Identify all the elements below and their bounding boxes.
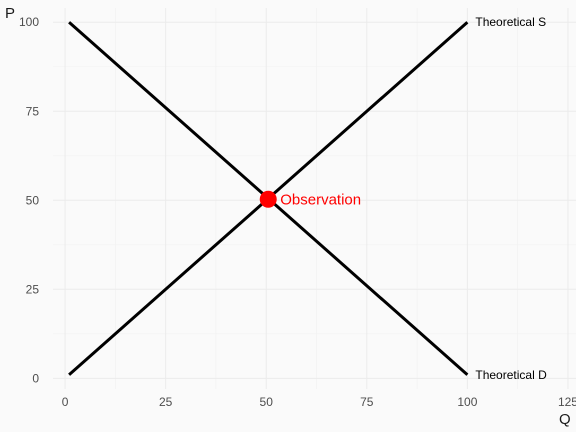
observation-point <box>259 190 277 208</box>
theoretical-s-label: Theoretical S <box>475 15 546 29</box>
y-axis-title: P <box>5 5 15 22</box>
x-tick-label: 125 <box>558 395 576 409</box>
y-tick-label: 0 <box>32 371 39 385</box>
tick-labels: 0 25 50 75 100 125 0 25 50 75 100 <box>19 15 576 409</box>
observation-label: Observation <box>280 192 361 209</box>
points: Observation <box>259 190 361 209</box>
x-tick-label: 0 <box>62 395 69 409</box>
x-tick-label: 25 <box>159 395 173 409</box>
y-tick-label: 50 <box>26 193 40 207</box>
x-tick-label: 100 <box>457 395 477 409</box>
theoretical-d-label: Theoretical D <box>475 368 547 382</box>
y-tick-label: 75 <box>26 104 40 118</box>
y-tick-label: 25 <box>26 282 40 296</box>
grid <box>53 8 576 389</box>
x-tick-label: 75 <box>360 395 374 409</box>
x-axis-title: Q <box>559 411 571 428</box>
x-tick-label: 50 <box>260 395 274 409</box>
y-tick-label: 100 <box>19 15 39 29</box>
